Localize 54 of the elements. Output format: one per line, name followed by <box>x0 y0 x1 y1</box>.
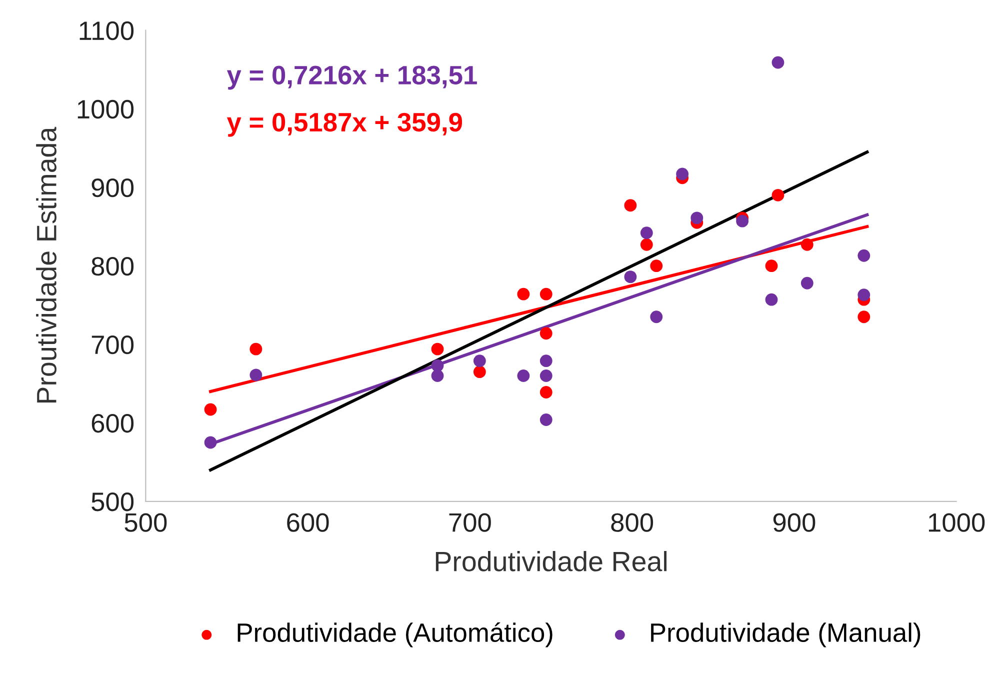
point <box>690 212 704 224</box>
point <box>640 226 653 240</box>
point <box>540 386 552 398</box>
x-tick-label: 700 <box>449 513 491 532</box>
point <box>431 370 444 382</box>
point <box>517 370 530 382</box>
y-axis-title: Proutividade Estimada <box>36 126 56 403</box>
y-tick-label: 1000 <box>78 100 134 119</box>
point <box>250 342 262 356</box>
point <box>473 366 486 378</box>
point <box>250 368 262 382</box>
point <box>772 188 784 202</box>
x-tick-label: 800 <box>611 513 654 532</box>
y-tick-label: 700 <box>92 335 134 354</box>
point <box>800 238 814 251</box>
x-tick-label: 500 <box>124 513 167 532</box>
point <box>676 168 689 180</box>
x-tick-label: 1000 <box>928 513 985 532</box>
point <box>765 293 778 306</box>
x-tick-label: 600 <box>287 513 329 532</box>
point <box>624 199 637 212</box>
point <box>431 342 444 356</box>
point <box>858 310 870 324</box>
point <box>858 288 870 302</box>
point <box>540 414 552 426</box>
legend-label: Produtividade (Manual) <box>651 622 920 648</box>
point <box>540 327 552 340</box>
point <box>624 270 637 284</box>
point <box>650 310 663 324</box>
point <box>540 288 552 300</box>
y-tick-label: 500 <box>92 492 134 512</box>
point <box>800 276 814 290</box>
annotation: y = 0,7216x + 183,51 <box>226 66 477 90</box>
point <box>736 214 749 228</box>
point <box>640 238 653 251</box>
legend-label: Produtividade (Automático) <box>238 622 552 648</box>
y-tick-label: 1100 <box>80 21 134 40</box>
y-tick-label: 800 <box>92 256 134 276</box>
point <box>765 260 778 272</box>
point <box>650 260 663 272</box>
point <box>431 359 444 372</box>
y-tick-label: 900 <box>92 178 134 198</box>
point <box>540 370 552 382</box>
x-axis-title: Produtividade Real <box>436 550 667 572</box>
y-tick-label: 600 <box>92 414 134 433</box>
point <box>204 403 217 416</box>
point <box>473 354 486 368</box>
point <box>540 354 552 368</box>
x-tick-label: 900 <box>773 513 816 532</box>
annotation: y = 0,5187x + 359,9 <box>226 112 462 137</box>
point <box>517 288 530 300</box>
point <box>204 436 217 449</box>
point <box>772 56 784 69</box>
point <box>858 249 870 262</box>
